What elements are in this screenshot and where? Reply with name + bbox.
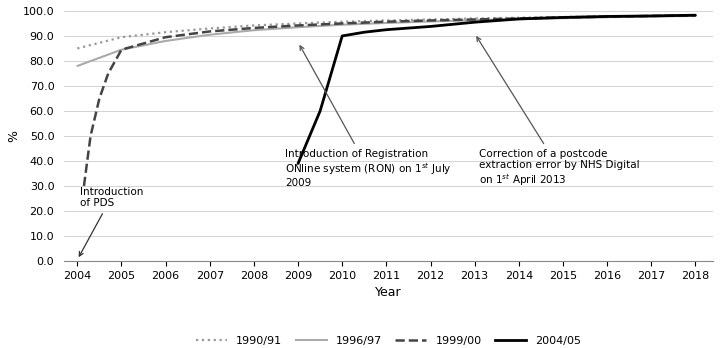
Text: Correction of a postcode
extraction error by NHS Digital
on 1$^{st}$ April 2013: Correction of a postcode extraction erro… [477, 37, 639, 189]
Text: Introduction of Registration
ONline system (RON) on 1$^{st}$ July
2009: Introduction of Registration ONline syst… [285, 46, 451, 189]
Legend: 1990/91, 1996/97, 1999/00, 2004/05: 1990/91, 1996/97, 1999/00, 2004/05 [192, 332, 585, 348]
X-axis label: Year: Year [375, 286, 402, 299]
Text: Introduction
of PDS: Introduction of PDS [79, 187, 143, 256]
Y-axis label: %: % [7, 130, 20, 142]
